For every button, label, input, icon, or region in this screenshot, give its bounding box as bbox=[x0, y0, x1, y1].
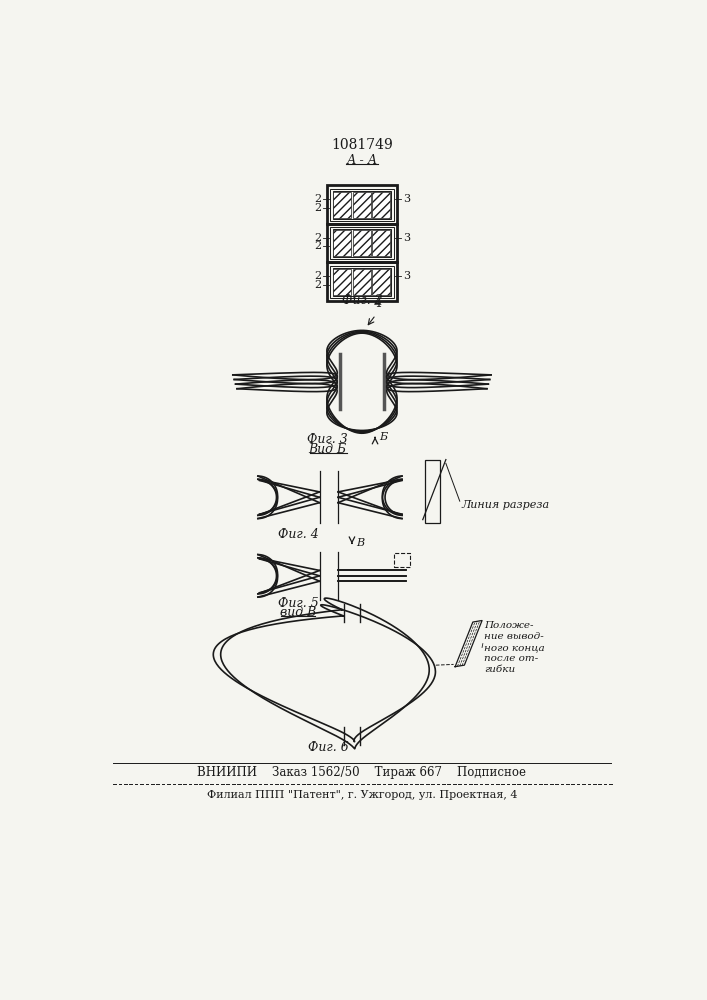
Text: В: В bbox=[356, 538, 364, 548]
Text: 3: 3 bbox=[403, 271, 410, 281]
Bar bbox=[353, 230, 371, 256]
Bar bbox=[327, 185, 397, 224]
Bar bbox=[327, 224, 397, 262]
Text: 3: 3 bbox=[403, 233, 410, 243]
Text: ВНИИПИ    Заказ 1562/50    Тираж 667    Подписное: ВНИИПИ Заказ 1562/50 Тираж 667 Подписное bbox=[197, 766, 527, 779]
Text: Фиг. 6: Фиг. 6 bbox=[308, 741, 349, 754]
Bar bbox=[425, 460, 440, 523]
Text: 2: 2 bbox=[314, 194, 321, 204]
Text: 2: 2 bbox=[314, 241, 321, 251]
Bar bbox=[353, 192, 371, 218]
Bar bbox=[330, 227, 394, 259]
Bar bbox=[330, 266, 394, 298]
Text: 3: 3 bbox=[403, 194, 410, 204]
Text: 2: 2 bbox=[314, 280, 321, 290]
Text: Фиг. 2: Фиг. 2 bbox=[341, 294, 382, 307]
Text: Фиг. 3: Фиг. 3 bbox=[307, 433, 348, 446]
Text: Б: Б bbox=[379, 432, 387, 442]
Text: 2: 2 bbox=[314, 203, 321, 213]
Bar bbox=[327, 262, 397, 301]
Text: 2: 2 bbox=[314, 233, 321, 243]
Text: А - А: А - А bbox=[346, 154, 378, 167]
Text: 1081749: 1081749 bbox=[331, 138, 393, 152]
Bar bbox=[353, 269, 371, 295]
Text: Положе-
ние вывод-
ного конца
после от-
гибки: Положе- ние вывод- ного конца после от- … bbox=[484, 621, 545, 674]
Bar bbox=[330, 189, 394, 221]
Bar bbox=[334, 269, 351, 295]
Text: вид В: вид В bbox=[280, 606, 316, 619]
Bar bbox=[334, 230, 351, 256]
Text: Фиг. 4: Фиг. 4 bbox=[278, 528, 318, 541]
Bar bbox=[373, 269, 390, 295]
Text: Фиг. 5: Фиг. 5 bbox=[278, 597, 318, 610]
Text: Филиал ППП "Патент", г. Ужгород, ул. Проектная, 4: Филиал ППП "Патент", г. Ужгород, ул. Про… bbox=[206, 790, 518, 800]
Text: 2: 2 bbox=[314, 271, 321, 281]
Text: Вид Б: Вид Б bbox=[308, 443, 346, 456]
Bar bbox=[333, 268, 391, 296]
Bar bbox=[373, 230, 390, 256]
Bar bbox=[373, 192, 390, 218]
Bar bbox=[333, 229, 391, 257]
Bar bbox=[333, 191, 391, 219]
Text: 4: 4 bbox=[373, 297, 381, 310]
Bar bbox=[334, 192, 351, 218]
Text: Линия разреза: Линия разреза bbox=[461, 500, 549, 510]
